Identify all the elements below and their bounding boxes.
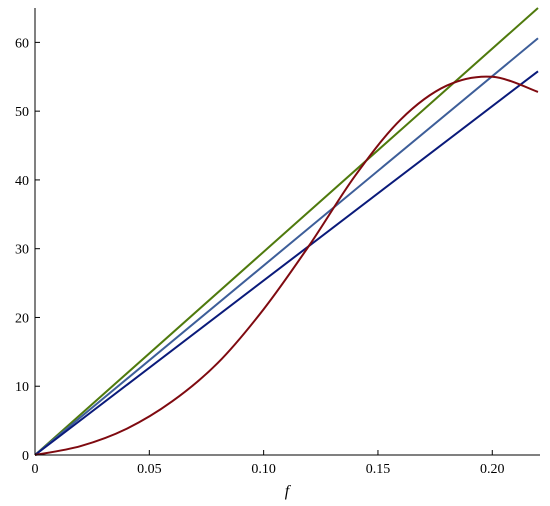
y-tick-label: 40 [15, 174, 29, 189]
x-axis-label: f [285, 483, 292, 500]
axes [34, 8, 540, 456]
y-tick-label: 50 [15, 105, 29, 120]
y-ticks: 0 10 20 30 40 50 60 [15, 36, 40, 464]
x-tick-label: 0.05 [137, 462, 162, 477]
series-line-3 [34, 70, 539, 456]
series-line-2 [34, 37, 539, 456]
y-tick-label: 10 [15, 380, 29, 395]
y-tick-label: 30 [15, 243, 29, 258]
x-ticks: 0 0.05 0.10 0.15 0.20 [32, 450, 505, 477]
plot-lines [34, 7, 539, 456]
y-tick-label: 60 [15, 36, 29, 51]
x-tick-label: 0.15 [366, 462, 391, 477]
y-tick-label: 0 [22, 449, 29, 464]
x-tick-label: 0.20 [480, 462, 505, 477]
series-line-4 [34, 75, 539, 456]
x-tick-label: 0 [32, 462, 39, 477]
y-tick-label: 20 [15, 311, 29, 326]
x-tick-label: 0.10 [251, 462, 276, 477]
series-line-1 [34, 7, 539, 456]
